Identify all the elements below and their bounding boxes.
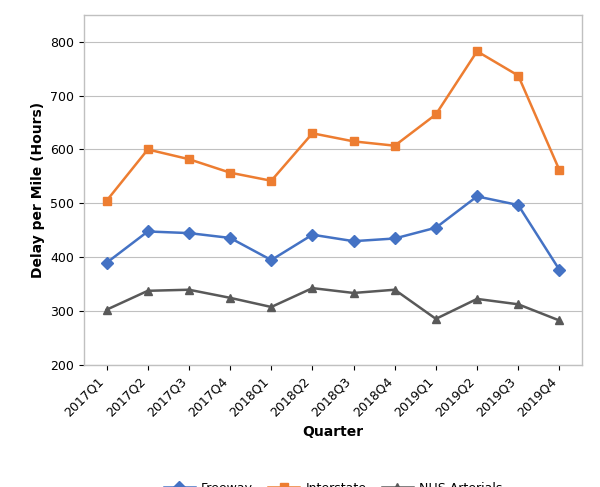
Line: Interstate: Interstate	[103, 47, 563, 205]
NHS Arterials	[350, 290, 357, 296]
NHS Arterials	[144, 288, 151, 294]
Freeway	[350, 238, 357, 244]
Line: Freeway: Freeway	[103, 192, 563, 274]
Freeway	[227, 235, 234, 241]
Interstate	[103, 198, 110, 204]
NHS Arterials	[515, 301, 522, 307]
Freeway	[144, 228, 151, 234]
NHS Arterials	[432, 316, 439, 322]
Interstate	[350, 138, 357, 144]
Legend: Freeway, Interstate, NHS Arterials: Freeway, Interstate, NHS Arterials	[158, 477, 508, 487]
Freeway	[309, 232, 316, 238]
NHS Arterials	[227, 295, 234, 301]
Freeway	[103, 260, 110, 266]
NHS Arterials	[185, 287, 193, 293]
Interstate	[227, 170, 234, 176]
Freeway	[473, 193, 481, 199]
Freeway	[391, 236, 398, 242]
Interstate	[309, 131, 316, 136]
Interstate	[556, 167, 563, 173]
Freeway	[556, 267, 563, 273]
NHS Arterials	[309, 285, 316, 291]
Interstate	[432, 112, 439, 117]
Freeway	[432, 225, 439, 231]
NHS Arterials	[391, 287, 398, 293]
Interstate	[268, 178, 275, 184]
NHS Arterials	[103, 307, 110, 313]
NHS Arterials	[556, 318, 563, 323]
NHS Arterials	[473, 296, 481, 302]
Line: NHS Arterials: NHS Arterials	[103, 284, 563, 325]
Freeway	[268, 257, 275, 263]
NHS Arterials	[268, 304, 275, 310]
X-axis label: Quarter: Quarter	[302, 425, 364, 439]
Y-axis label: Delay per Mile (Hours): Delay per Mile (Hours)	[31, 102, 45, 278]
Freeway	[185, 230, 193, 236]
Freeway	[515, 202, 522, 208]
Interstate	[144, 147, 151, 152]
Interstate	[185, 156, 193, 162]
Interstate	[473, 48, 481, 54]
Interstate	[391, 143, 398, 149]
Interstate	[515, 73, 522, 78]
